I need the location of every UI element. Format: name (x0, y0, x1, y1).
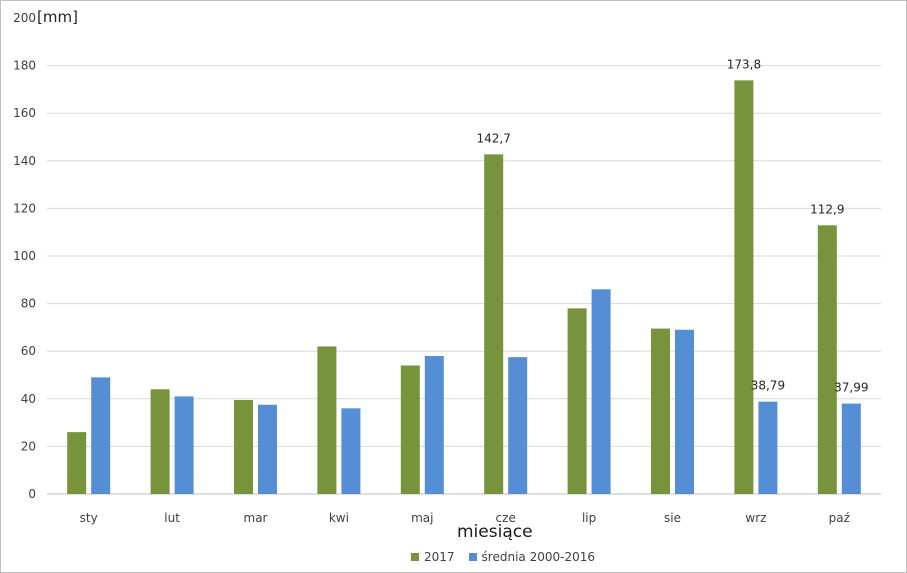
y-tick-label: 160 (13, 106, 36, 120)
bar-2017 (484, 154, 504, 494)
bar-2017 (651, 328, 670, 494)
legend: 2017 średnia 2000-2016 (411, 550, 609, 564)
x-tick-label: mar (244, 511, 268, 525)
bar-average (174, 396, 194, 494)
x-tick-label: sie (664, 511, 681, 525)
y-tick-label: 20 (21, 439, 36, 453)
x-tick-label: maj (411, 511, 433, 525)
bar-average (424, 355, 444, 494)
bar-average (591, 289, 611, 494)
legend-swatch-average (468, 553, 477, 561)
x-tick-label: wrz (745, 511, 766, 525)
bar-2017 (67, 432, 87, 494)
y-tick-label: 0 (28, 487, 36, 501)
y-tick-label: 60 (21, 344, 36, 358)
legend-item-average: średnia 2000-2016 (468, 550, 595, 564)
y-tick-label: 140 (13, 154, 36, 168)
legend-item-2017: 2017 (411, 550, 455, 564)
x-tick-label: kwi (329, 511, 349, 525)
x-tick-label: lut (164, 511, 180, 525)
legend-label-2017: 2017 (424, 550, 455, 564)
bar-average (91, 377, 111, 494)
bar-2017 (317, 346, 337, 494)
bar-2017 (234, 399, 253, 494)
y-tick-label: 80 (21, 297, 36, 311)
bar-average (675, 329, 694, 494)
legend-label-average: średnia 2000-2016 (481, 550, 595, 564)
bar-2017 (400, 365, 420, 494)
x-axis-title: miesiące (457, 522, 533, 542)
y-tick-label: 200 (13, 11, 36, 25)
bar-average (508, 357, 528, 494)
y-tick-label: 180 (13, 59, 36, 73)
x-tick-label: lip (582, 511, 596, 525)
x-tick-label: sty (80, 511, 98, 525)
bar-2017 (150, 389, 170, 494)
y-tick-label: 120 (13, 201, 36, 215)
data-label: 38,79 (751, 379, 785, 393)
bar-average (258, 404, 277, 494)
y-tick-label: 100 (13, 249, 36, 263)
unit-label: [mm] (37, 8, 78, 26)
bar-average (841, 403, 861, 494)
y-tick-label: 40 (21, 392, 36, 406)
data-label: 173,8 (727, 57, 761, 71)
x-tick-label: paź (829, 511, 850, 525)
bar-2017 (567, 308, 587, 494)
bar-average (341, 408, 361, 494)
data-label: 142,7 (477, 131, 511, 145)
legend-swatch-2017 (411, 553, 419, 561)
data-label: 37,99 (834, 381, 868, 395)
bar-2017 (817, 225, 837, 494)
x-tick-label: cze (496, 511, 516, 525)
data-label: 112,9 (810, 202, 844, 216)
bar-2017 (734, 80, 754, 494)
bar-average (758, 401, 778, 494)
